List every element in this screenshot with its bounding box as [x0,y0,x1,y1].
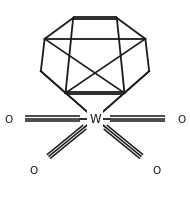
Text: O: O [29,165,37,175]
Text: O: O [4,114,13,124]
Text: O: O [177,114,186,124]
Text: O: O [153,165,161,175]
Text: W: W [89,113,101,125]
